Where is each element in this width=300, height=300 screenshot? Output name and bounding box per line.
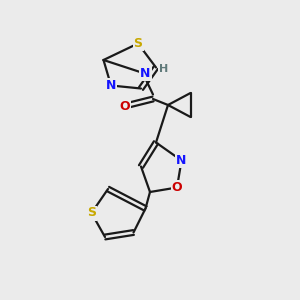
Text: O: O — [172, 181, 182, 194]
Text: N: N — [140, 67, 151, 80]
Text: S: S — [87, 206, 96, 220]
Text: S: S — [134, 37, 142, 50]
Text: H: H — [159, 64, 168, 74]
Text: O: O — [119, 100, 130, 113]
Text: N: N — [176, 154, 187, 167]
Text: N: N — [106, 79, 116, 92]
